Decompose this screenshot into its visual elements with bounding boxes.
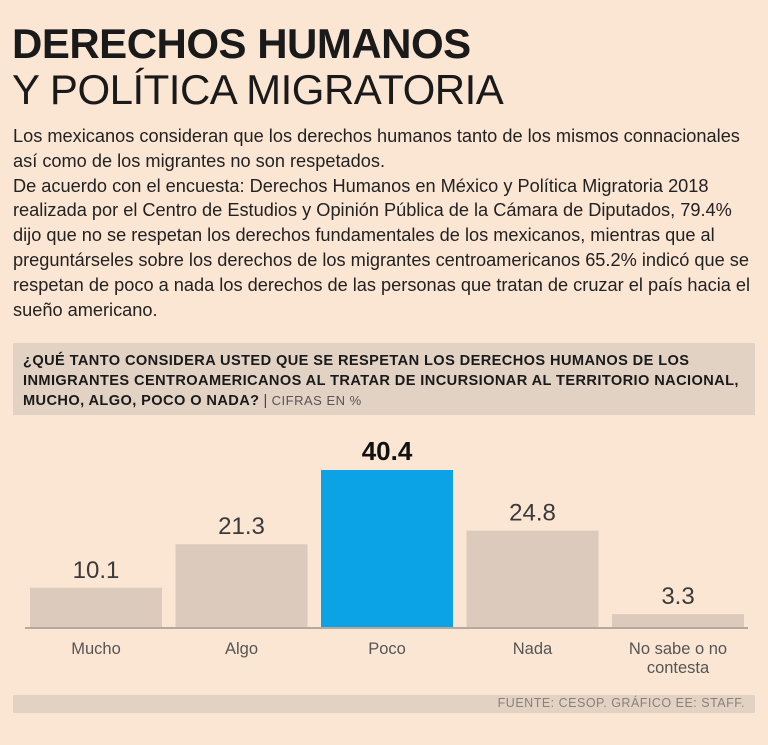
page-subtitle: Y POLÍTICA MIGRATORIA [12,66,504,113]
data-label-0: 10.1 [73,557,120,584]
bar-3 [466,530,599,627]
chart-question: ¿Qué tanto considera usted que se respet… [23,351,743,411]
bar-2 [321,470,453,627]
category-label-1: Algo [225,640,258,658]
data-label-1: 21.3 [218,513,265,540]
intro-paragraph-1: Los mexicanos consideran que los derecho… [13,126,740,171]
intro-text: Los mexicanos consideran que los derecho… [13,124,753,322]
category-label-4-line-0: No sabe o no [629,640,727,658]
question-box: ¿Qué tanto considera usted que se respet… [13,343,755,415]
category-label-3: Nada [513,640,553,658]
footer-bar: Fuente: CESOP. Gráfico EE: STAFF. [13,695,755,713]
bar-4 [612,614,744,627]
data-label-2: 40.4 [362,436,413,466]
page-title: DERECHOS HUMANOS [12,20,471,67]
data-label-4: 3.3 [661,583,694,610]
intro-paragraph-2: De acuerdo con el encuesta: Derechos Hum… [13,175,751,320]
category-label-0: Mucho [71,640,121,658]
question-separator: | [263,393,268,409]
question-text: ¿Qué tanto considera usted que se respet… [23,353,739,409]
data-label-3: 24.8 [509,500,556,527]
units-label: Cifras en % [271,393,362,408]
bar-0 [30,587,162,627]
category-label-2: Poco [368,640,406,658]
source-credit: Fuente: CESOP. Gráfico EE: STAFF. [497,696,745,710]
bar-1 [175,544,308,627]
bar-chart: 10.1 Mucho 21.3 Algo 40.4 Poco 24.8 Nada 3.3 No s… [25,436,748,677]
category-label-4-line-1: contesta [647,659,710,677]
